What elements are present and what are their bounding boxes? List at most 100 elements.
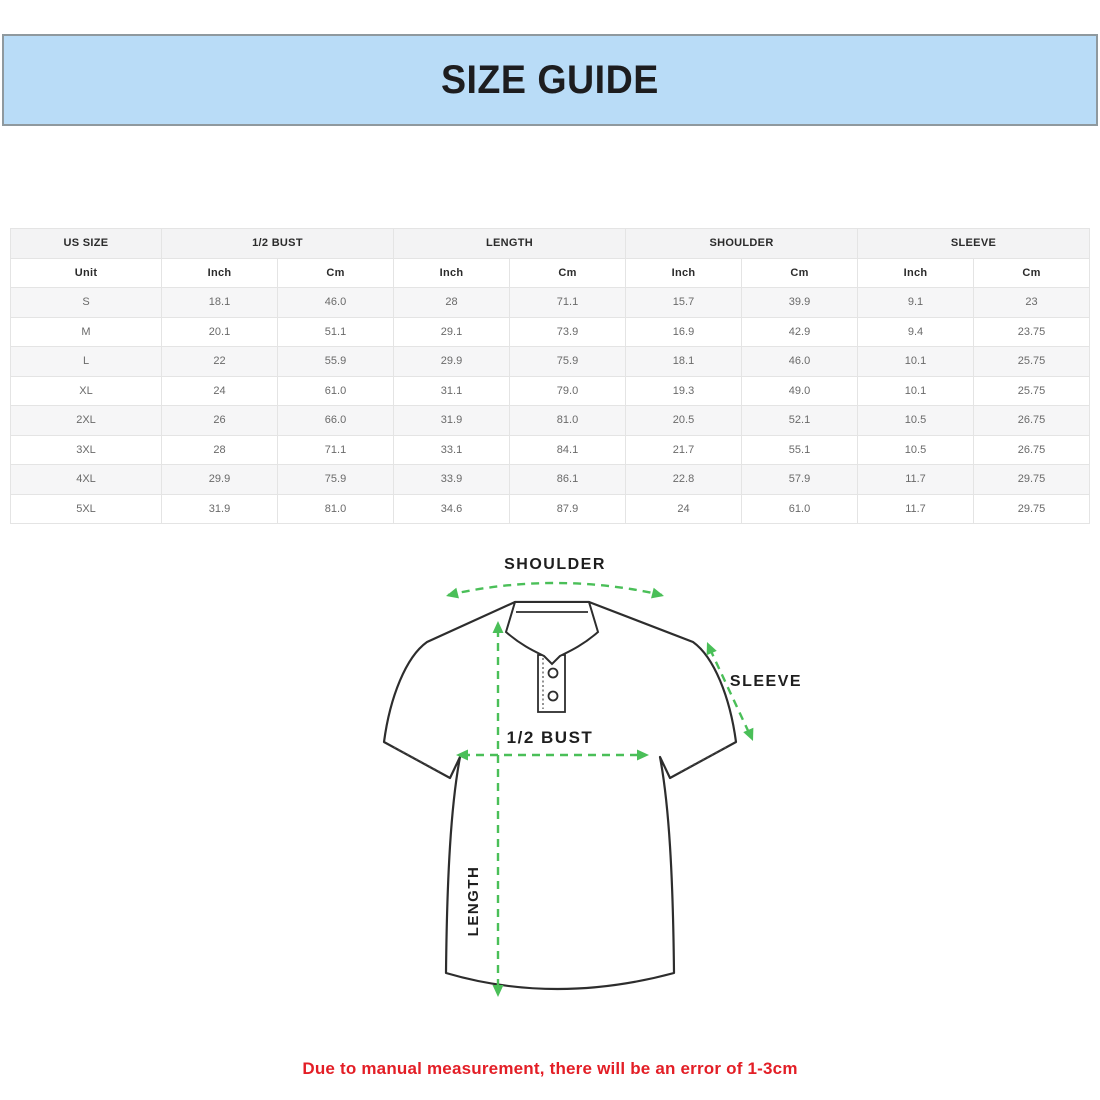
unit-header-inch: Inch (625, 257, 742, 288)
size-table: US SIZE 1/2 BUST LENGTH SHOULDER SLEEVE … (10, 228, 1090, 524)
col-header-length: LENGTH (393, 228, 626, 259)
cell: 79.0 (509, 375, 626, 406)
cell: 57.9 (741, 464, 858, 495)
table-unit-header-row: Unit Inch Cm Inch Cm Inch Cm Inch Cm (10, 257, 1090, 288)
cell: 39.9 (741, 287, 858, 318)
cell: 23 (973, 287, 1090, 318)
cell: 29.75 (973, 464, 1090, 495)
unit-header-inch: Inch (857, 257, 974, 288)
cell: 16.9 (625, 316, 742, 347)
table-row-s: S 18.1 46.0 28 71.1 15.7 39.9 9.1 23 (10, 287, 1090, 318)
cell: 21.7 (625, 434, 742, 465)
arrowhead-icon (492, 985, 504, 997)
cell: 31.9 (161, 493, 278, 524)
polo-shirt-diagram-icon: SHOULDER SLEEVE 1/2 BUST LENGTH (382, 556, 801, 997)
col-header-us-size: US SIZE (10, 228, 162, 259)
cell: 66.0 (277, 405, 394, 436)
right-cuff-stitch (677, 746, 727, 774)
cell: 18.1 (161, 287, 278, 318)
arrowhead-icon (456, 749, 468, 761)
measurement-disclaimer: Due to manual measurement, there will be… (302, 1059, 798, 1078)
cell: 25.75 (973, 346, 1090, 377)
cell: 10.1 (857, 375, 974, 406)
cell: 11.7 (857, 493, 974, 524)
table-group-header-row: US SIZE 1/2 BUST LENGTH SHOULDER SLEEVE (10, 228, 1090, 259)
cell: 49.0 (741, 375, 858, 406)
arrowhead-icon (446, 587, 459, 599)
table-row-m: M 20.1 51.1 29.1 73.9 16.9 42.9 9.4 23.7… (10, 316, 1090, 347)
cell: 52.1 (741, 405, 858, 436)
cell: 26.75 (973, 434, 1090, 465)
table-row-2xl: 2XL 26 66.0 31.9 81.0 20.5 52.1 10.5 26.… (10, 405, 1090, 436)
half-bust-label: 1/2 BUST (507, 728, 594, 747)
cell: 75.9 (509, 346, 626, 377)
cell: 20.1 (161, 316, 278, 347)
cell: 24 (625, 493, 742, 524)
cell: 25.75 (973, 375, 1090, 406)
shoulder-label: SHOULDER (504, 556, 606, 573)
size-label: L (10, 346, 162, 377)
arrowhead-icon (637, 749, 649, 761)
cell: 84.1 (509, 434, 626, 465)
cell: 22.8 (625, 464, 742, 495)
arrowhead-icon (651, 587, 664, 599)
button-icon (547, 690, 559, 702)
cell: 22 (161, 346, 278, 377)
unit-header-inch: Inch (393, 257, 510, 288)
cell: 73.9 (509, 316, 626, 347)
cell: 9.4 (857, 316, 974, 347)
arrowhead-icon (492, 621, 504, 633)
table-row-5xl: 5XL 31.9 81.0 34.6 87.9 24 61.0 11.7 29.… (10, 493, 1090, 524)
cell: 29.1 (393, 316, 510, 347)
cell: 28 (393, 287, 510, 318)
size-label: M (10, 316, 162, 347)
cell: 81.0 (277, 493, 394, 524)
size-label: 2XL (10, 405, 162, 436)
cell: 55.9 (277, 346, 394, 377)
cell: 61.0 (741, 493, 858, 524)
cell: 31.1 (393, 375, 510, 406)
unit-header-cm: Cm (741, 257, 858, 288)
size-label: 4XL (10, 464, 162, 495)
cell: 51.1 (277, 316, 394, 347)
cell: 46.0 (277, 287, 394, 318)
unit-header-cm: Cm (277, 257, 394, 288)
table-row-4xl: 4XL 29.9 75.9 33.9 86.1 22.8 57.9 11.7 2… (10, 464, 1090, 495)
cell: 33.1 (393, 434, 510, 465)
unit-header-cm: Cm (973, 257, 1090, 288)
cell: 10.5 (857, 434, 974, 465)
cell: 20.5 (625, 405, 742, 436)
cell: 81.0 (509, 405, 626, 436)
cell: 10.5 (857, 405, 974, 436)
cell: 61.0 (277, 375, 394, 406)
collar (504, 601, 600, 666)
cell: 75.9 (277, 464, 394, 495)
col-header-half-bust: 1/2 BUST (161, 228, 394, 259)
cell: 9.1 (857, 287, 974, 318)
cell: 29.75 (973, 493, 1090, 524)
cell: 42.9 (741, 316, 858, 347)
cell: 24 (161, 375, 278, 406)
size-label: 3XL (10, 434, 162, 465)
cell: 29.9 (393, 346, 510, 377)
shirt-measurement-diagram: SHOULDER SLEEVE 1/2 BUST LENGTH (370, 545, 810, 1025)
cell: 71.1 (277, 434, 394, 465)
cell: 86.1 (509, 464, 626, 495)
size-label: XL (10, 375, 162, 406)
cell: 71.1 (509, 287, 626, 318)
header-banner: SIZE GUIDE (2, 34, 1098, 126)
page-title: SIZE GUIDE (441, 57, 659, 102)
size-label: S (10, 287, 162, 318)
unit-header: Unit (10, 257, 162, 288)
col-header-sleeve: SLEEVE (857, 228, 1090, 259)
button-icon (547, 667, 559, 679)
arrowhead-icon (706, 642, 717, 656)
cell: 23.75 (973, 316, 1090, 347)
table-row-xl: XL 24 61.0 31.1 79.0 19.3 49.0 10.1 25.7… (10, 375, 1090, 406)
cell: 15.7 (625, 287, 742, 318)
cell: 29.9 (161, 464, 278, 495)
cell: 31.9 (393, 405, 510, 436)
cell: 18.1 (625, 346, 742, 377)
table-row-3xl: 3XL 28 71.1 33.1 84.1 21.7 55.1 10.5 26.… (10, 434, 1090, 465)
col-header-shoulder: SHOULDER (625, 228, 858, 259)
